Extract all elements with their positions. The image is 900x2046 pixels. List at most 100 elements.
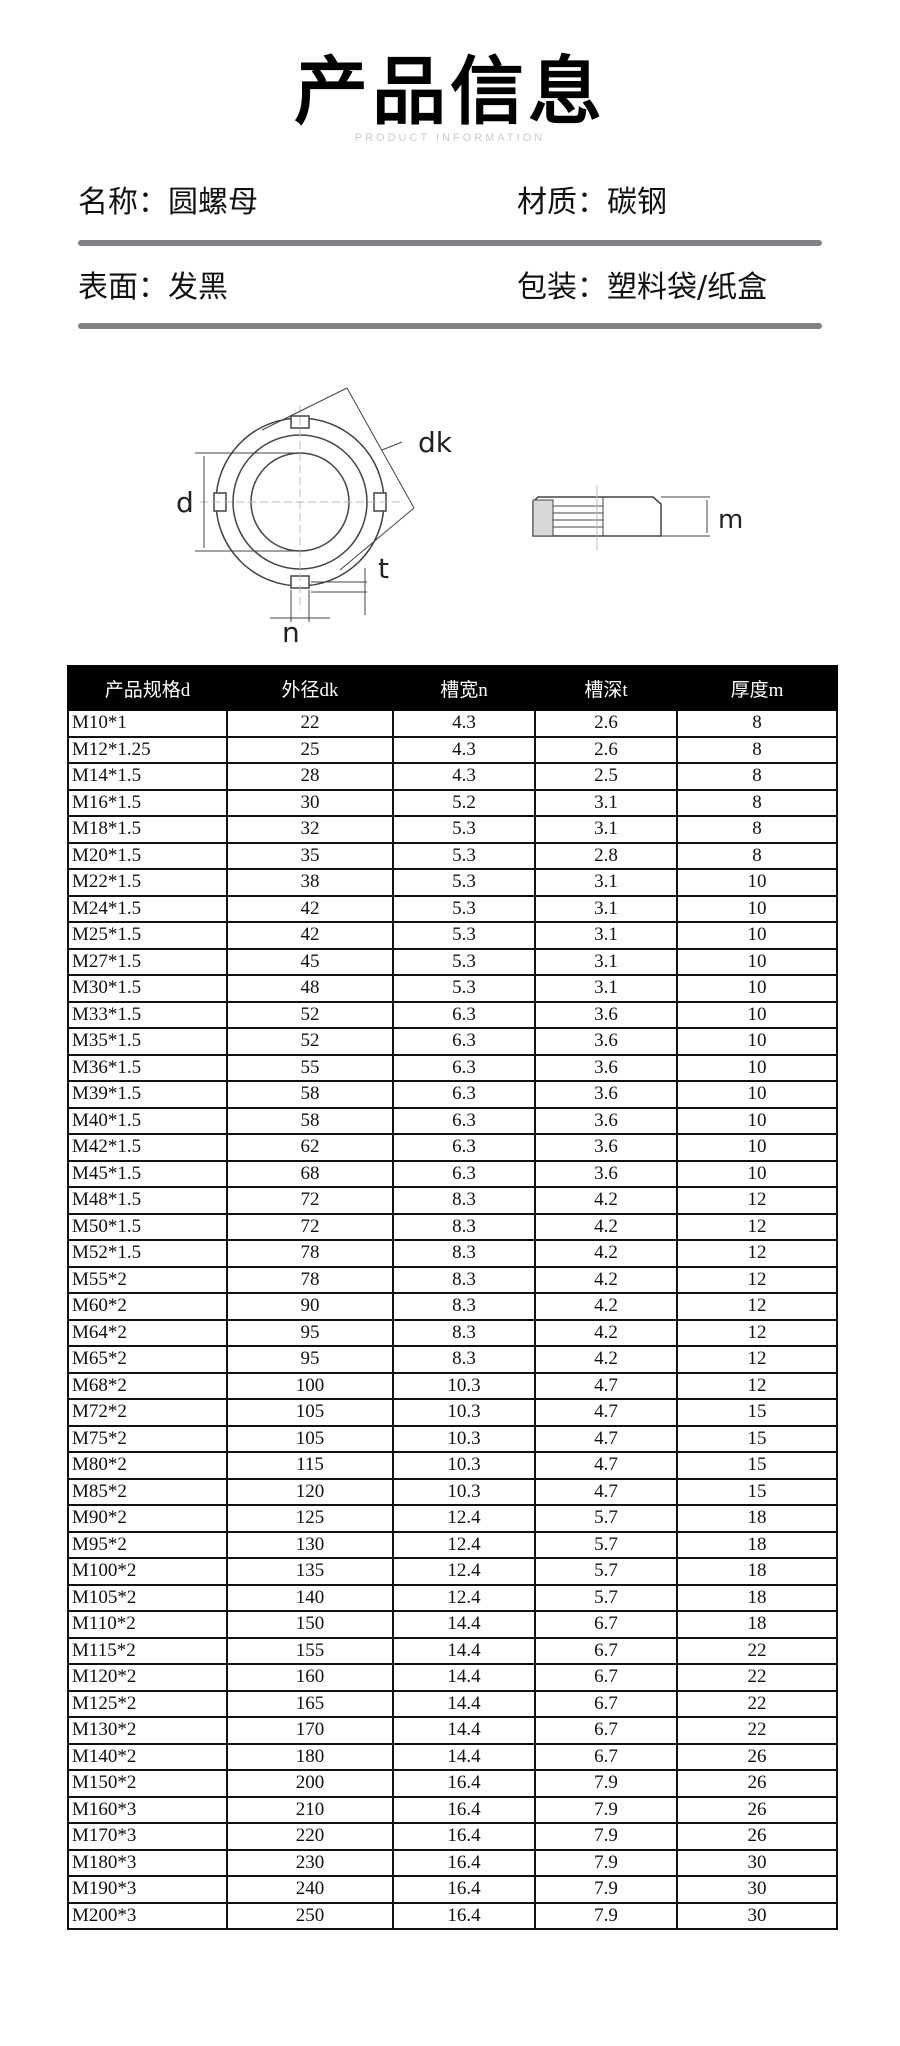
cell-thickness: 12 — [676, 1212, 838, 1241]
cell-outer-diameter: 125 — [226, 1504, 394, 1533]
table-row: M24*1.5 42 5.3 3.1 10 — [67, 894, 838, 923]
table-row: M65*2 95 8.3 4.2 12 — [67, 1345, 838, 1374]
header-thickness: 厚度m — [676, 665, 838, 711]
cell-outer-diameter: 52 — [226, 1027, 394, 1056]
info-material: 材质：碳钢 — [517, 185, 667, 220]
divider — [78, 323, 822, 329]
cell-spec: M14*1.5 — [67, 762, 228, 791]
cell-thickness: 15 — [676, 1424, 838, 1453]
divider — [78, 240, 822, 246]
cell-slot-width: 12.4 — [392, 1557, 536, 1586]
cell-slot-depth: 6.7 — [534, 1742, 678, 1771]
cell-slot-width: 6.3 — [392, 1159, 536, 1188]
cell-slot-depth: 4.7 — [534, 1371, 678, 1400]
cell-spec: M30*1.5 — [67, 974, 228, 1003]
cell-slot-depth: 7.9 — [534, 1848, 678, 1877]
table-row: M55*2 78 8.3 4.2 12 — [67, 1265, 838, 1294]
cell-thickness: 8 — [676, 735, 838, 764]
cell-spec: M130*2 — [67, 1716, 228, 1745]
cell-slot-width: 4.3 — [392, 762, 536, 791]
cell-thickness: 30 — [676, 1875, 838, 1904]
table-row: M110*2 150 14.4 6.7 18 — [67, 1610, 838, 1639]
cell-outer-diameter: 48 — [226, 974, 394, 1003]
cell-spec: M115*2 — [67, 1636, 228, 1665]
cell-slot-depth: 4.2 — [534, 1265, 678, 1294]
cell-outer-diameter: 35 — [226, 841, 394, 870]
cell-spec: M48*1.5 — [67, 1186, 228, 1215]
table-row: M10*1 22 4.3 2.6 8 — [67, 709, 838, 738]
table-row: M190*3 240 16.4 7.9 30 — [67, 1875, 838, 1904]
cell-spec: M125*2 — [67, 1689, 228, 1718]
table-row: M170*3 220 16.4 7.9 26 — [67, 1822, 838, 1851]
cell-thickness: 12 — [676, 1239, 838, 1268]
cell-slot-width: 5.3 — [392, 921, 536, 950]
cell-outer-diameter: 170 — [226, 1716, 394, 1745]
cell-outer-diameter: 95 — [226, 1318, 394, 1347]
cell-slot-width: 5.3 — [392, 868, 536, 897]
table-row: M20*1.5 35 5.3 2.8 8 — [67, 841, 838, 870]
cell-spec: M80*2 — [67, 1451, 228, 1480]
cell-spec: M27*1.5 — [67, 947, 228, 976]
cell-spec: M180*3 — [67, 1848, 228, 1877]
cell-thickness: 10 — [676, 1027, 838, 1056]
cell-slot-width: 14.4 — [392, 1689, 536, 1718]
table-row: M75*2 105 10.3 4.7 15 — [67, 1424, 838, 1453]
cell-thickness: 10 — [676, 1159, 838, 1188]
cell-slot-width: 16.4 — [392, 1769, 536, 1798]
cell-slot-depth: 3.6 — [534, 1053, 678, 1082]
table-row: M95*2 130 12.4 5.7 18 — [67, 1530, 838, 1559]
cell-slot-depth: 3.6 — [534, 1080, 678, 1109]
cell-outer-diameter: 180 — [226, 1742, 394, 1771]
header-slot-width: 槽宽n — [392, 665, 536, 711]
cell-spec: M190*3 — [67, 1875, 228, 1904]
table-row: M105*2 140 12.4 5.7 18 — [67, 1583, 838, 1612]
cell-slot-depth: 6.7 — [534, 1610, 678, 1639]
cell-outer-diameter: 165 — [226, 1689, 394, 1718]
cell-thickness: 10 — [676, 1106, 838, 1135]
cell-thickness: 30 — [676, 1901, 838, 1930]
cell-thickness: 26 — [676, 1742, 838, 1771]
table-row: M85*2 120 10.3 4.7 15 — [67, 1477, 838, 1506]
cell-outer-diameter: 22 — [226, 709, 394, 738]
cell-outer-diameter: 240 — [226, 1875, 394, 1904]
cell-slot-width: 16.4 — [392, 1848, 536, 1877]
table-row: M33*1.5 52 6.3 3.6 10 — [67, 1000, 838, 1029]
cell-slot-width: 8.3 — [392, 1186, 536, 1215]
cell-spec: M150*2 — [67, 1769, 228, 1798]
cell-thickness: 26 — [676, 1795, 838, 1824]
label-m: m — [718, 505, 743, 535]
info-name: 名称：圆螺母 — [78, 185, 258, 220]
table-row: M120*2 160 14.4 6.7 22 — [67, 1663, 838, 1692]
cell-slot-width: 5.3 — [392, 894, 536, 923]
table-row: M68*2 100 10.3 4.7 12 — [67, 1371, 838, 1400]
cell-slot-width: 10.3 — [392, 1451, 536, 1480]
table-row: M18*1.5 32 5.3 3.1 8 — [67, 815, 838, 844]
cell-slot-depth: 3.6 — [534, 1159, 678, 1188]
cell-slot-width: 5.3 — [392, 947, 536, 976]
cell-outer-diameter: 230 — [226, 1848, 394, 1877]
cell-slot-depth: 4.7 — [534, 1424, 678, 1453]
cell-slot-width: 8.3 — [392, 1265, 536, 1294]
cell-slot-width: 5.2 — [392, 788, 536, 817]
cell-thickness: 22 — [676, 1636, 838, 1665]
cell-spec: M200*3 — [67, 1901, 228, 1930]
cell-slot-depth: 2.6 — [534, 709, 678, 738]
cell-thickness: 12 — [676, 1265, 838, 1294]
cell-spec: M45*1.5 — [67, 1159, 228, 1188]
cell-spec: M100*2 — [67, 1557, 228, 1586]
cell-slot-depth: 4.2 — [534, 1186, 678, 1215]
cell-thickness: 15 — [676, 1398, 838, 1427]
cell-slot-depth: 3.1 — [534, 788, 678, 817]
cell-outer-diameter: 28 — [226, 762, 394, 791]
cell-spec: M33*1.5 — [67, 1000, 228, 1029]
cell-slot-depth: 3.6 — [534, 1000, 678, 1029]
header-spec: 产品规格d — [67, 665, 228, 711]
cell-slot-width: 6.3 — [392, 1053, 536, 1082]
cell-outer-diameter: 42 — [226, 921, 394, 950]
cell-slot-depth: 7.9 — [534, 1875, 678, 1904]
cell-slot-width: 12.4 — [392, 1583, 536, 1612]
cell-slot-depth: 5.7 — [534, 1583, 678, 1612]
cell-slot-width: 14.4 — [392, 1663, 536, 1692]
table-row: M36*1.5 55 6.3 3.6 10 — [67, 1053, 838, 1082]
cell-thickness: 10 — [676, 894, 838, 923]
